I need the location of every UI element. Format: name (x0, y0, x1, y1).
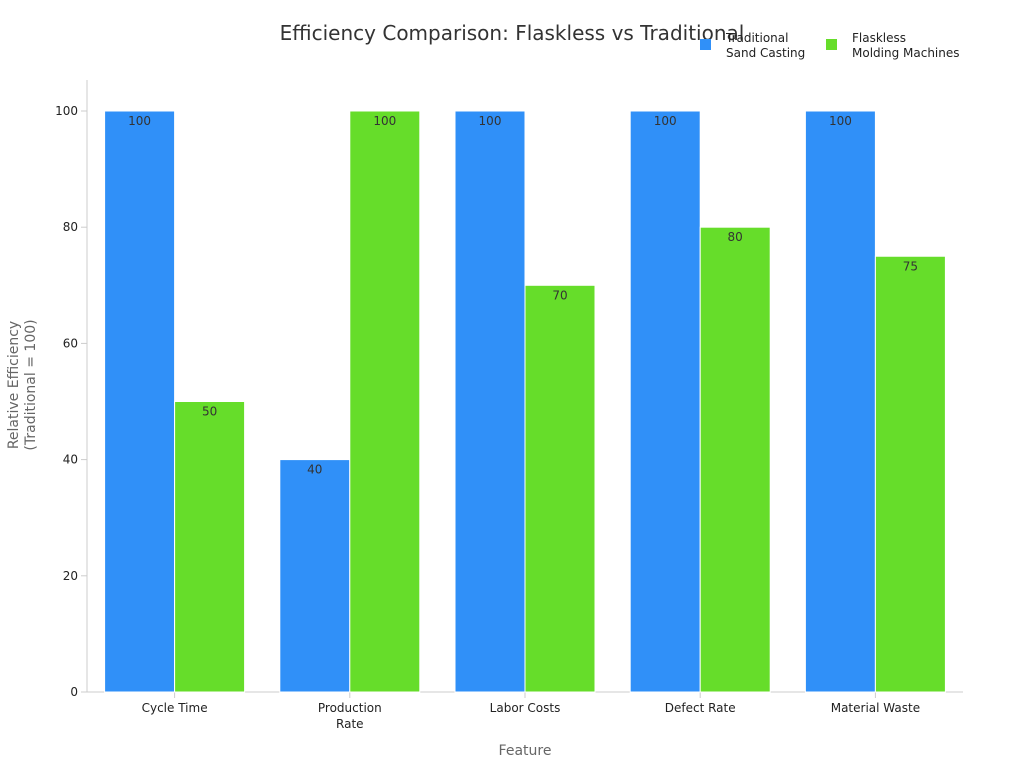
bar-value-label: 50 (202, 405, 217, 419)
bar (524, 284, 596, 693)
bar (874, 255, 946, 693)
x-tick-label: Defect Rate (665, 701, 736, 715)
y-tick-label: 100 (55, 104, 78, 118)
x-tick-label: Material Waste (831, 701, 920, 715)
bar-value-label: 75 (903, 259, 918, 273)
y-axis: 0 20 40 60 80 100 (55, 80, 88, 699)
bar-value-label: 100 (128, 114, 151, 128)
legend-label: Traditional Sand Casting (725, 31, 805, 60)
bar-value-label: 100 (479, 114, 502, 128)
bar (104, 110, 176, 693)
legend-swatch (700, 39, 711, 50)
y-tick-label: 80 (63, 220, 78, 234)
bar-labels-group: 100 40 100 100 100 50 100 70 80 75 (128, 114, 918, 477)
bar (349, 110, 421, 693)
y-tick-label: 60 (63, 336, 78, 350)
legend-swatch (826, 39, 837, 50)
bar (279, 459, 351, 693)
y-tick-label: 20 (63, 569, 78, 583)
bar (699, 226, 771, 693)
chart-title: Efficiency Comparison: Flaskless vs Trad… (280, 21, 745, 45)
bar (174, 401, 246, 693)
bar-value-label: 80 (728, 230, 743, 244)
bar (629, 110, 701, 693)
y-axis-title: Relative Efficiency(Traditional = 100) (6, 319, 39, 450)
legend: Traditional Sand Casting Flaskless Molding … (700, 31, 960, 60)
legend-label: Flaskless Molding Machines (852, 31, 960, 60)
x-tick-label: Labor Costs (490, 701, 561, 715)
bar (454, 110, 526, 693)
x-axis-title: Feature (499, 743, 552, 759)
x-tick-label: Production Rate (318, 701, 382, 731)
bar-value-label: 70 (552, 288, 567, 302)
bar-value-label: 100 (654, 114, 677, 128)
x-tick-label: Cycle Time (142, 701, 208, 715)
x-axis: Cycle Time Production Rate Labor Costs Defec… (87, 691, 963, 731)
bars-group (104, 110, 946, 693)
y-tick-label: 0 (70, 685, 78, 699)
y-axis-title-text: Relative Efficiency(Traditional = 100) (6, 319, 39, 450)
bar-value-label: 100 (829, 114, 852, 128)
bar-value-label: 40 (307, 463, 322, 477)
bar-value-label: 100 (373, 114, 396, 128)
y-tick-label: 40 (63, 453, 78, 467)
bar (804, 110, 876, 693)
